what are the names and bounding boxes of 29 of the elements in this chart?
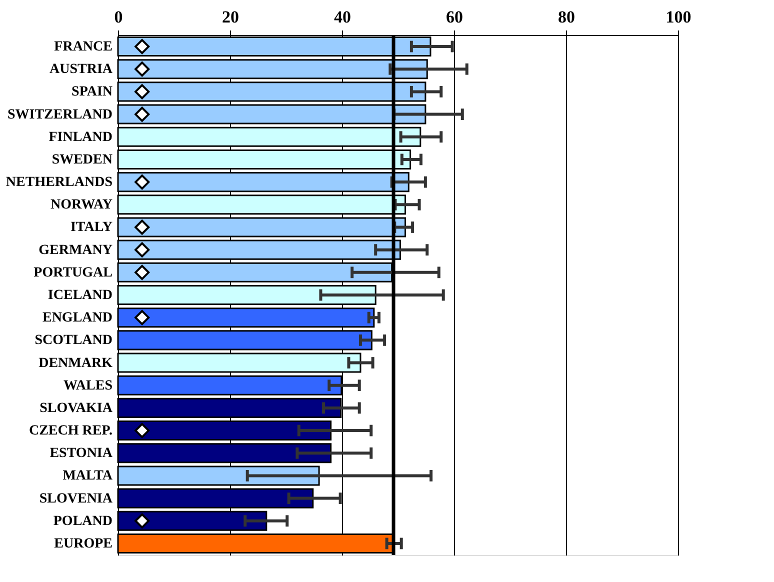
y-tick-label: SLOVAKIA	[40, 400, 114, 416]
y-tick-label: NORWAY	[50, 198, 112, 213]
y-tick-label: WALES	[63, 378, 113, 394]
y-tick-label: NETHERLANDS	[6, 175, 113, 190]
x-tick-label: 0	[114, 8, 123, 26]
y-tick-label: EUROPE	[54, 536, 112, 552]
y-tick-label: AUSTRIA	[49, 62, 114, 78]
y-tick-label: FRANCE	[54, 40, 112, 55]
y-tick-label: PORTUGAL	[34, 265, 112, 280]
y-tick-label: ICELAND	[48, 288, 112, 303]
y-tick-label: MALTA	[62, 468, 114, 484]
y-tick-label: FINLAND	[48, 130, 112, 145]
x-tick-label: 20	[222, 8, 239, 26]
y-tick-label: SWITZERLAND	[7, 107, 112, 122]
y-tick-label: SCOTLAND	[34, 333, 112, 348]
y-tick-label: ENGLAND	[42, 310, 112, 326]
y-tick-label: DENMARK	[38, 356, 113, 371]
x-tick-label: 80	[558, 8, 575, 26]
y-tick-label: SLOVENIA	[39, 491, 114, 506]
x-tick-label: 40	[334, 8, 351, 26]
y-tick-label: SPAIN	[72, 84, 112, 100]
y-tick-label: ESTONIA	[50, 446, 114, 462]
y-tick-label: CZECH REP.	[28, 424, 112, 439]
x-tick-label: 100	[666, 8, 692, 26]
y-tick-label: ITALY	[70, 220, 112, 236]
y-tick-label: SWEDEN	[52, 152, 112, 168]
y-tick-label: GERMANY	[38, 242, 112, 258]
x-tick-label: 60	[446, 8, 463, 26]
y-tick-label: POLAND	[53, 514, 112, 529]
